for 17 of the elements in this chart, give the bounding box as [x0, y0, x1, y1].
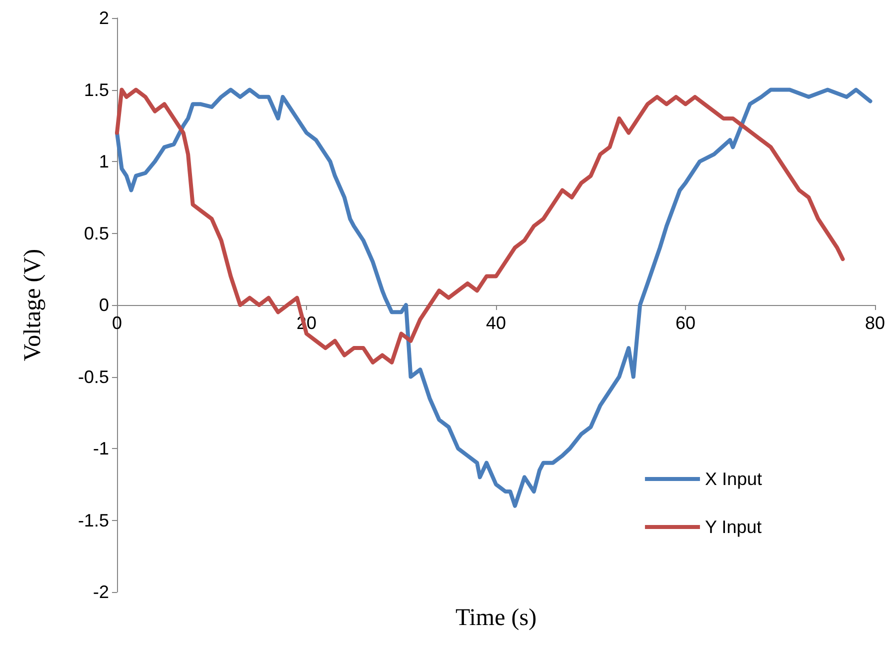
y-tick-label: 2	[98, 8, 109, 28]
x-tick-label: 0	[112, 313, 122, 333]
y-tick-label: 0	[98, 295, 109, 315]
y-tick-label: -2	[92, 582, 109, 602]
y-tick-label: -1	[92, 438, 109, 458]
y-tick-label: 0.5	[84, 223, 109, 244]
x-tick-label: 80	[864, 313, 886, 333]
legend-label: Y Input	[704, 517, 762, 537]
y-axis-title: Voltage (V)	[20, 248, 46, 362]
x-axis-title: Time (s)	[455, 605, 537, 631]
y-tick-label: 1	[98, 152, 109, 172]
y-tick-label: 1.5	[84, 80, 109, 100]
legend-label: X Input	[704, 469, 762, 489]
y-tick-label: -0.5	[78, 366, 109, 387]
x-tick-label: 60	[675, 313, 696, 333]
y-tick-label: -1.5	[78, 510, 109, 530]
x-tick-label: 40	[486, 313, 506, 333]
